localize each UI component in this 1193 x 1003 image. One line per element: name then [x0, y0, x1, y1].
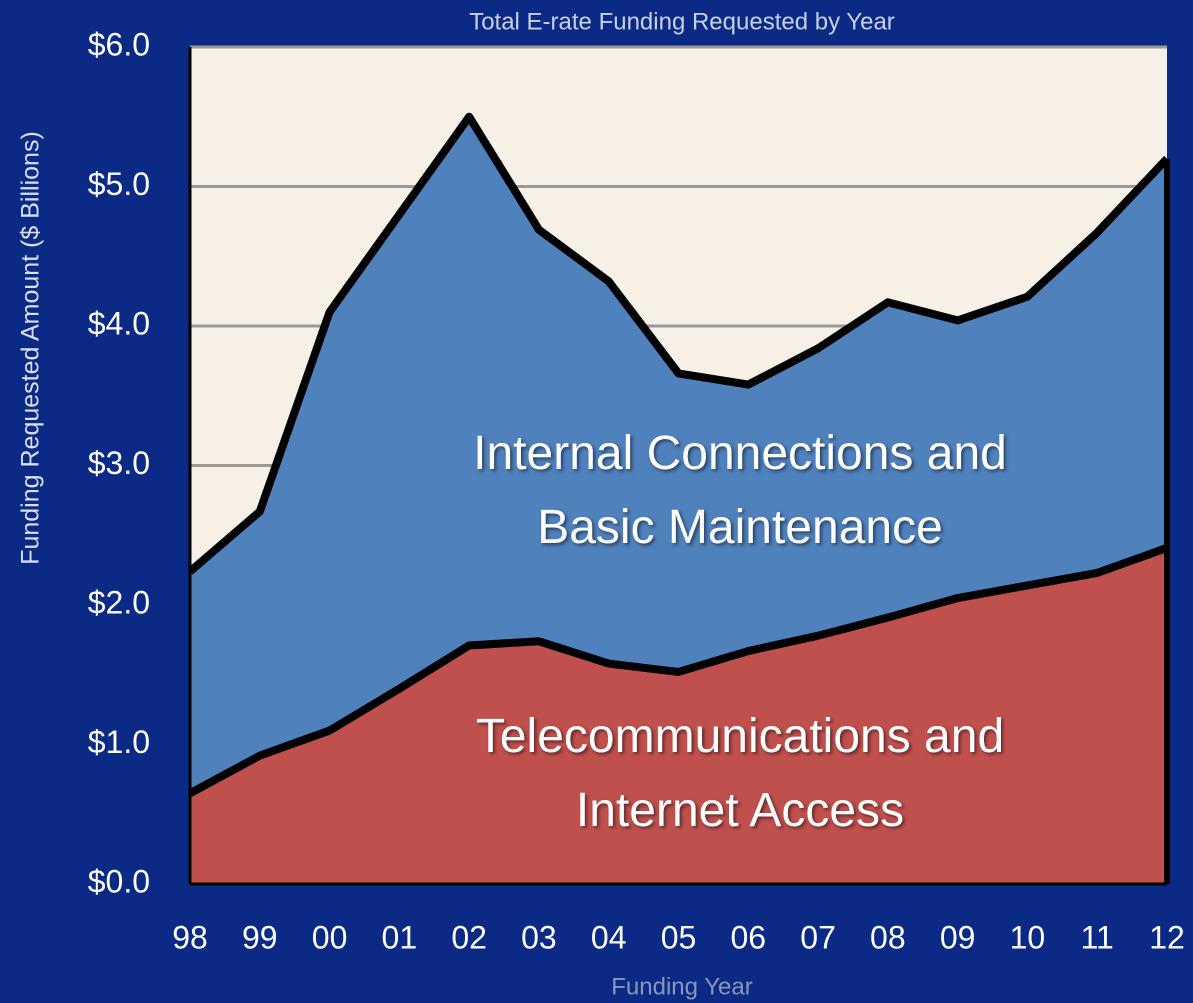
x-tick-label: 03 — [521, 919, 557, 955]
x-tick-label: 02 — [451, 919, 487, 955]
x-tick-label: 11 — [1081, 919, 1114, 955]
y-tick-label: $6.0 — [88, 26, 150, 62]
chart-title: Total E-rate Funding Requested by Year — [469, 8, 895, 35]
y-tick-label: $4.0 — [88, 305, 150, 341]
x-tick-label: 05 — [661, 919, 697, 955]
y-axis-title: Funding Requested Amount ($ Billions) — [17, 131, 45, 565]
series-label: Telecommunications and Internet Access — [475, 710, 1005, 837]
y-tick-label: $5.0 — [88, 166, 150, 202]
area-outline — [188, 544, 1169, 797]
area-outline — [187, 112, 1170, 575]
x-tick-label: 12 — [1149, 919, 1185, 955]
series-label: Internal Connections and Basic Maintenan… — [473, 427, 1007, 554]
y-tick-label: $0.0 — [88, 863, 150, 899]
x-tick-label: 06 — [730, 919, 766, 955]
x-axis-title: Funding Year — [611, 973, 752, 1000]
x-tick-label: 07 — [800, 919, 836, 955]
x-tick-label: 04 — [591, 919, 627, 955]
x-tick-label: 00 — [312, 919, 348, 955]
x-tick-label: 09 — [940, 919, 976, 955]
x-tick-label: 01 — [382, 919, 418, 955]
y-tick-label: $3.0 — [88, 445, 150, 481]
x-tick-label: 10 — [1010, 919, 1046, 955]
y-tick-label: $1.0 — [88, 724, 150, 760]
x-tick-label: 99 — [242, 919, 278, 955]
x-tick-label: 98 — [172, 919, 208, 955]
area — [190, 547, 1167, 884]
y-tick-label: $2.0 — [88, 584, 150, 620]
area — [190, 116, 1167, 794]
x-tick-label: 08 — [870, 919, 906, 955]
